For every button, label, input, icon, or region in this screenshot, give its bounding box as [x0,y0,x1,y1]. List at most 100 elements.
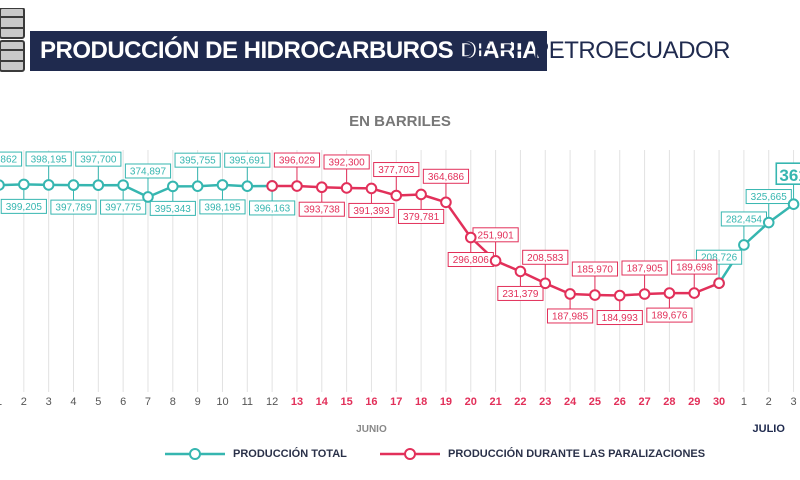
x-tick-label: 13 [291,396,303,408]
month-label: JUNIO [356,424,387,435]
data-point [365,182,378,195]
x-tick-label: 20 [465,396,477,408]
data-point [18,178,30,191]
data-label-box [25,151,72,167]
legend-label-paralizaciones: PRODUCCIÓN DURANTE LAS PARALIZACIONES [448,448,706,460]
data-label: 251,901 [478,230,515,241]
x-tick-label: 25 [589,396,601,408]
x-tick-label: 24 [564,396,577,408]
x-tick-label: 2 [21,396,27,408]
data-label-box [596,310,643,326]
data-point [440,196,452,209]
x-tick-label: 4 [70,396,76,408]
data-label-box [522,249,569,265]
x-tick-label: 28 [663,396,675,408]
legend-swatch-total [165,448,225,460]
data-point [415,188,427,201]
data-label-box [0,151,23,167]
page-title-suffix: DE EP PETROECUADOR [458,37,730,64]
data-label-box [671,259,718,275]
data-label-box [124,163,172,179]
oil-barrels-icon [0,8,25,72]
data-label: 361 [779,166,800,185]
data-label: 391,393 [353,206,390,217]
data-point [564,288,576,300]
x-axis: 1234567891011121314151617181920212223242… [0,396,797,435]
chart-subtitle: EN BARRILES [349,113,451,130]
data-label: 397,700 [80,155,117,166]
data-label: 185,970 [577,265,614,276]
x-tick-label: 3 [46,396,52,408]
data-label-box [249,200,296,216]
data-point [266,180,278,192]
data-label: 187,905 [627,264,664,275]
data-label: 397,775 [105,203,142,214]
data-label-box [373,162,420,178]
x-tick-label: 22 [514,396,526,408]
data-label: 392,300 [329,157,366,168]
data-point [464,231,477,244]
x-tick-label: 5 [95,396,101,408]
data-label: 398,195 [31,154,68,165]
data-label-box [422,168,470,184]
data-label: 364,686 [428,172,465,183]
data-label: 395,691 [229,156,266,167]
data-label-box [149,200,196,216]
data-label: 396,163 [254,203,291,214]
data-label: 377,703 [378,165,415,176]
data-label-box [0,198,47,214]
data-point [787,198,800,210]
data-point [738,239,750,251]
data-label-box [621,260,668,276]
x-tick-label: 8 [170,396,176,408]
data-point [713,277,725,290]
x-tick-label: 16 [365,396,377,408]
data-label: 189,698 [676,263,713,274]
x-tick-label: 9 [195,396,201,408]
data-point [315,181,328,194]
data-label: 397,789 [55,203,92,214]
title-band: PRODUCCIÓN DE HIDROCARBUROS DIARIA [30,31,548,71]
series-line [0,183,273,199]
legend-swatch-paralizaciones [380,448,440,460]
data-point [92,179,105,191]
x-tick-label: 15 [340,396,352,408]
month-label: JULIO [753,423,786,435]
data-label: 296,806 [453,255,490,266]
x-tick-label: 1 [741,396,747,408]
data-label-box [348,202,395,218]
data-label-box [775,162,800,185]
legend-item-total: PRODUCCIÓN TOTAL [165,447,347,461]
data-point [117,179,129,191]
data-label-box [298,201,345,217]
data-label: 189,676 [651,311,688,322]
x-tick-label: 14 [316,396,329,408]
data-point [489,255,502,267]
data-label-box [745,189,792,205]
page-title: PRODUCCIÓN DE HIDROCARBUROS DIARIA [40,37,540,64]
data-point [67,179,80,191]
x-tick-label: 30 [713,396,725,408]
x-tick-label: 26 [614,396,626,408]
data-point [613,289,626,302]
data-label: 395,755 [180,156,217,167]
data-label-box [100,199,147,215]
x-tick-label: 12 [266,396,278,408]
data-point [589,289,601,301]
data-label-box [199,199,246,215]
x-tick-label: 18 [415,396,427,408]
x-tick-label: 6 [120,396,126,408]
x-tick-label: 2 [766,396,772,408]
data-label-box [398,208,445,224]
data-label-box [497,285,544,301]
data-label: 396,029 [279,156,316,167]
data-point [167,180,179,193]
data-point [762,216,775,229]
x-tick-label: 7 [145,396,151,408]
legend-label-total: PRODUCCIÓN TOTAL [233,448,347,460]
x-tick-label: 10 [216,396,228,408]
data-point [663,287,676,299]
x-tick-label: 21 [489,396,501,408]
data-label: 208,726 [701,253,738,264]
data-point [514,265,527,278]
